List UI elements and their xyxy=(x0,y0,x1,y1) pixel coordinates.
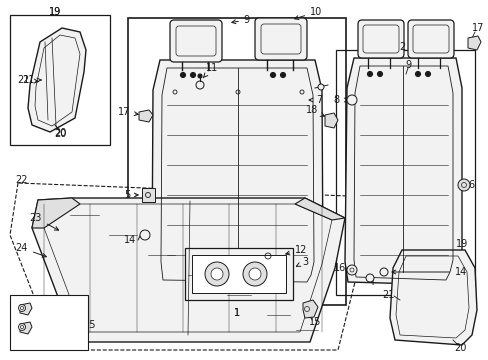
FancyBboxPatch shape xyxy=(357,20,403,58)
Circle shape xyxy=(270,72,275,77)
Circle shape xyxy=(190,72,195,77)
Polygon shape xyxy=(139,110,153,122)
Text: 16: 16 xyxy=(333,263,346,273)
Text: 21: 21 xyxy=(381,290,393,300)
Polygon shape xyxy=(467,36,480,50)
Text: 19: 19 xyxy=(455,239,467,249)
Text: 20: 20 xyxy=(54,128,66,138)
Text: 11: 11 xyxy=(203,63,218,78)
Circle shape xyxy=(415,72,420,77)
Text: 17: 17 xyxy=(118,107,138,117)
Bar xyxy=(128,18,346,305)
Circle shape xyxy=(196,81,203,89)
Text: 7: 7 xyxy=(308,95,322,105)
Text: 20: 20 xyxy=(453,343,465,353)
Text: 18: 18 xyxy=(305,105,324,116)
Text: 9: 9 xyxy=(404,60,410,70)
Circle shape xyxy=(140,230,150,240)
Circle shape xyxy=(20,306,23,310)
FancyBboxPatch shape xyxy=(170,20,222,62)
Circle shape xyxy=(425,72,429,77)
Polygon shape xyxy=(152,60,323,290)
Circle shape xyxy=(210,268,223,280)
FancyBboxPatch shape xyxy=(254,18,306,60)
Text: 24: 24 xyxy=(16,243,46,257)
Text: 19: 19 xyxy=(49,7,61,17)
Text: 2: 2 xyxy=(398,42,404,52)
Text: 15: 15 xyxy=(308,317,321,327)
Circle shape xyxy=(180,72,185,77)
Bar xyxy=(192,255,285,293)
Polygon shape xyxy=(20,303,32,315)
Polygon shape xyxy=(303,300,317,318)
Circle shape xyxy=(365,274,373,282)
Circle shape xyxy=(198,74,202,78)
Circle shape xyxy=(379,268,387,276)
Circle shape xyxy=(346,265,356,275)
Text: 8: 8 xyxy=(333,95,347,105)
Text: 23: 23 xyxy=(30,213,59,230)
FancyBboxPatch shape xyxy=(407,20,453,58)
Text: 19: 19 xyxy=(49,7,61,17)
Text: 12: 12 xyxy=(285,245,307,255)
Text: 27: 27 xyxy=(33,303,67,313)
Text: 4: 4 xyxy=(368,277,374,287)
Text: 5: 5 xyxy=(123,190,138,200)
Text: 6: 6 xyxy=(464,180,473,190)
Circle shape xyxy=(19,305,25,311)
Text: 14: 14 xyxy=(123,235,136,245)
Text: 9: 9 xyxy=(231,15,249,25)
Circle shape xyxy=(280,72,285,77)
Text: 1: 1 xyxy=(233,308,240,318)
Text: 17: 17 xyxy=(471,23,483,33)
Text: 13: 13 xyxy=(205,265,218,275)
Circle shape xyxy=(248,268,261,280)
Circle shape xyxy=(346,95,356,105)
Bar xyxy=(184,248,292,300)
Text: 21: 21 xyxy=(18,75,38,85)
Text: 22: 22 xyxy=(16,175,28,185)
Circle shape xyxy=(457,179,469,191)
Bar xyxy=(10,295,88,350)
Polygon shape xyxy=(294,198,345,220)
Polygon shape xyxy=(389,250,476,345)
Text: 25: 25 xyxy=(83,320,96,330)
Text: 21: 21 xyxy=(22,75,41,85)
Text: 26: 26 xyxy=(33,323,67,333)
Polygon shape xyxy=(28,28,86,132)
Text: 10: 10 xyxy=(294,7,322,19)
Polygon shape xyxy=(20,322,32,334)
Text: 1: 1 xyxy=(233,308,240,318)
Circle shape xyxy=(317,84,324,90)
Polygon shape xyxy=(32,198,80,228)
Circle shape xyxy=(367,72,372,77)
Circle shape xyxy=(243,262,266,286)
Text: 14: 14 xyxy=(391,267,467,277)
Text: 20: 20 xyxy=(54,129,66,139)
Circle shape xyxy=(20,325,23,328)
Circle shape xyxy=(204,262,228,286)
Circle shape xyxy=(377,72,382,77)
Polygon shape xyxy=(32,198,345,342)
Polygon shape xyxy=(345,58,461,285)
Bar xyxy=(10,15,110,145)
Text: 3: 3 xyxy=(296,257,307,267)
Circle shape xyxy=(19,324,25,330)
Polygon shape xyxy=(325,113,337,128)
Polygon shape xyxy=(142,188,155,202)
